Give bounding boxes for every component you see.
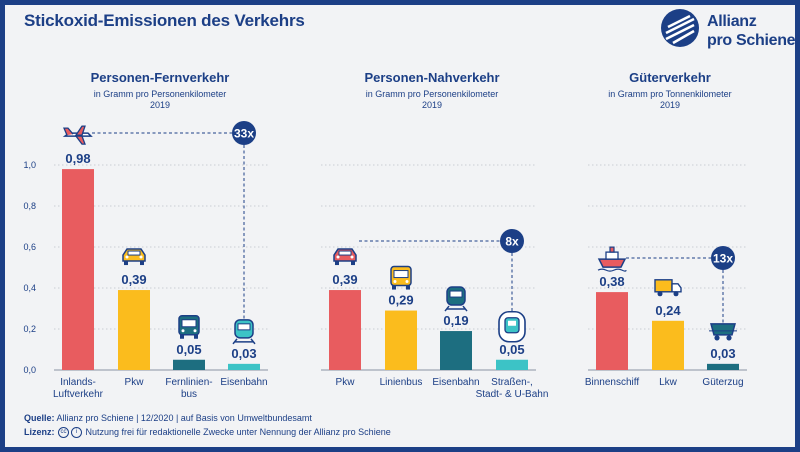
y-tick-label: 1,0 [23,160,36,170]
value-label: 0,03 [231,346,256,361]
chart-group-3: Güterverkehr in Gramm pro Tonnenkilometer… [585,70,747,388]
value-label: 0,05 [499,342,524,357]
logo-text-line1: Allianz [707,13,757,30]
category-label: Eisenbahn [432,377,479,388]
logo-emblem-icon [661,9,699,47]
category-label: Linienbus [380,377,423,388]
tram-icon [498,310,526,343]
value-label: 0,39 [332,272,357,287]
comparison-label: 8x [505,235,519,249]
bar [652,320,684,370]
category-label: Straßen-, [491,377,533,388]
page-title: Stickoxid-Emissionen des Verkehrs [24,11,305,30]
y-tick-label: 0,8 [23,201,36,211]
bar [329,290,361,370]
comparison-badge [711,246,735,270]
category-label: Binnenschiff [585,377,640,388]
cc-icon: cc [58,427,70,439]
truck-icon [654,279,682,297]
y-tick-label: 0,6 [23,242,36,252]
y-tick-label: 0,2 [23,324,36,334]
chart-subtitle: in Gramm pro Personenkilometer [366,89,499,99]
logo-text-line2: pro Schiene [707,32,796,49]
chart-year: 2019 [150,100,170,110]
chart-group-1: Personen-Fernverkehr in Gramm pro Persone… [53,70,268,400]
bar [385,310,417,370]
bar [228,363,260,370]
value-label: 0,29 [388,293,413,308]
license-text: Nutzung frei für redaktionelle Zwecke un… [85,427,391,437]
car-icon [333,248,357,266]
comparison-badge [232,121,256,145]
bus-icon [178,315,200,339]
category-label: Fernlinien- [165,377,212,388]
bar [440,331,472,370]
category-label: Stadt- & U-Bahn [476,389,549,400]
attribution-icon: i [71,427,83,439]
y-tick-label: 0,4 [23,283,36,293]
car-icon [122,248,146,266]
source-label: Quelle: [24,413,55,423]
value-label: 0,98 [65,151,90,166]
chart-subtitle: in Gramm pro Personenkilometer [94,89,227,99]
bar [496,359,528,370]
category-label: Eisenbahn [220,377,267,388]
comparison-badge [500,229,524,253]
chart-year: 2019 [660,100,680,110]
value-label: 0,39 [121,272,146,287]
footer: Quelle: Allianz pro Schiene | 12/2020 | … [24,411,391,439]
category-label: Pkw [125,377,145,388]
train-icon [232,319,256,345]
bar [707,363,739,370]
bar [62,169,94,370]
category-label: Pkw [336,377,356,388]
category-label: Lkw [659,377,678,388]
value-label: 0,03 [710,346,735,361]
bar [173,359,205,370]
category-label: Güterzug [702,377,743,388]
ship-icon [597,246,627,272]
infographic-panel [5,5,795,447]
source-text: Allianz pro Schiene | 12/2020 | auf Basi… [56,413,312,423]
value-label: 0,05 [176,342,201,357]
bar [118,290,150,370]
train-icon [444,286,468,312]
license-line: Lizenz: cc i Nutzung frei für redaktionel… [24,425,391,439]
chart-group-2: Personen-Nahverkehr in Gramm pro Personen… [321,70,548,400]
comparison-label: 13x [713,252,733,266]
bus-icon [390,265,412,290]
chart-title: Güterverkehr [629,70,711,85]
airplane-icon [62,125,93,145]
value-label: 0,38 [599,274,624,289]
y-tick-label: 0,0 [23,365,36,375]
category-label: Luftverkehr [53,389,104,400]
category-label: bus [181,389,197,400]
chart-title: Personen-Nahverkehr [364,70,499,85]
chart-subtitle: in Gramm pro Tonnenkilometer [608,89,731,99]
source-line: Quelle: Allianz pro Schiene | 12/2020 | … [24,411,391,425]
category-label: Inlands- [60,377,96,388]
chart-year: 2019 [422,100,442,110]
allianz-pro-schiene-logo: Allianz pro Schiene [660,8,796,56]
value-label: 0,24 [655,303,681,318]
bar [596,292,628,370]
freight-wagon-icon [709,323,737,341]
chart-title: Personen-Fernverkehr [91,70,230,85]
license-label: Lizenz: [24,427,55,437]
value-label: 0,19 [443,313,468,328]
comparison-label: 33x [234,127,254,141]
